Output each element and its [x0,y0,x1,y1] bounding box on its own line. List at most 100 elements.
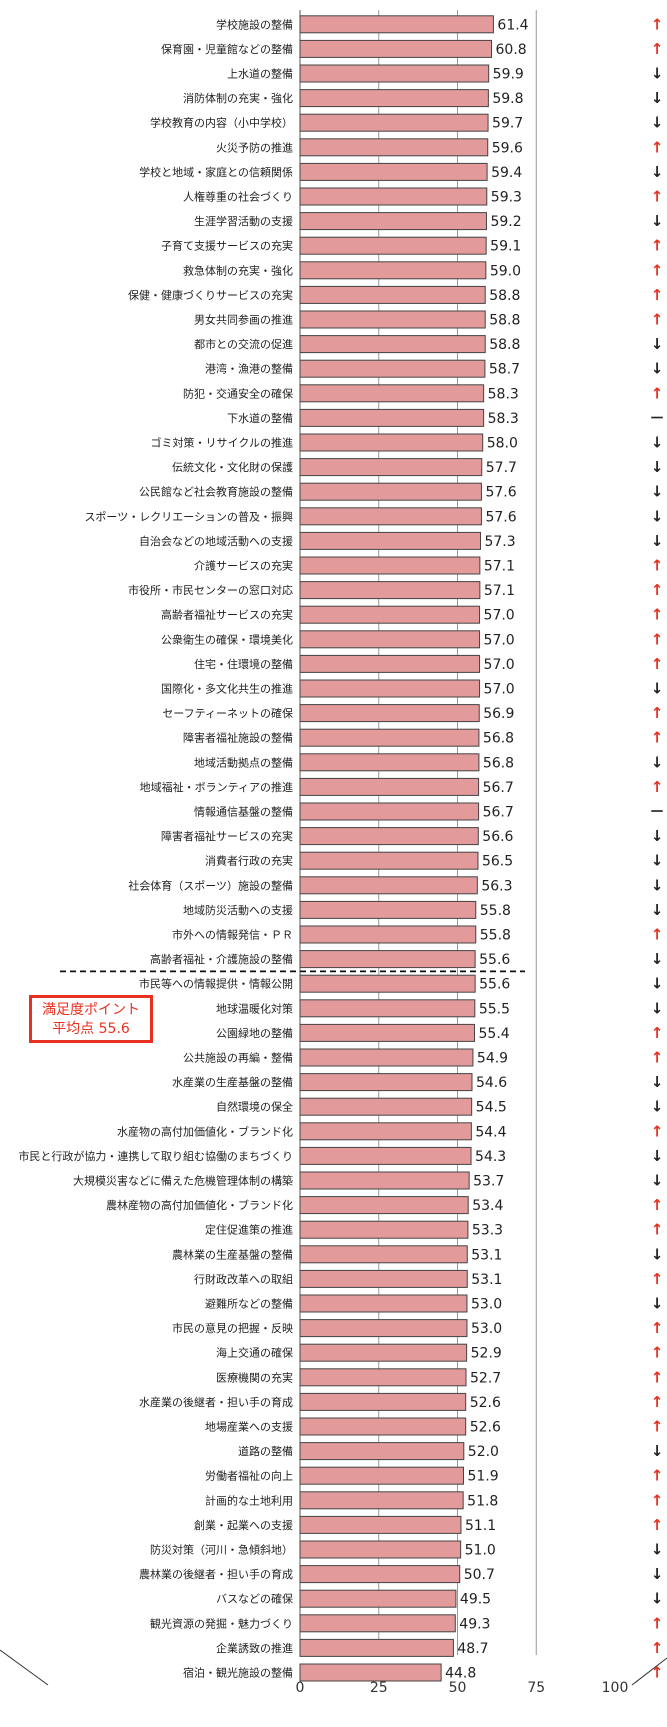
bar [299,1171,470,1190]
bar [299,1466,464,1485]
value-label: 59.0 [490,263,521,279]
trend-indicator: ↑ [651,261,664,279]
category-label: 宿泊・観光施設の整備 [183,1666,293,1680]
trend-indicator: ↓ [651,975,664,993]
trend-indicator: ↑ [651,557,664,575]
value-label: 56.5 [482,854,513,870]
value-label: 52.7 [470,1370,501,1386]
value-label: 54.5 [476,1100,507,1116]
value-label: 56.8 [483,731,514,747]
trend-indicator: ↓ [651,163,664,181]
trend-indicator: ↓ [651,999,664,1017]
trend-indicator: ↑ [651,1024,664,1042]
bar [299,679,481,698]
value-label: 52.6 [470,1420,501,1436]
category-label: 市外への情報発信・ＰＲ [172,928,293,942]
category-label: ゴミ対策・リサイクルの推進 [151,436,293,450]
x-tick-label: 75 [527,1680,545,1696]
trend-indicator: ↑ [651,1368,664,1386]
value-label: 53.0 [471,1297,502,1313]
category-label: 生涯学習活動の支援 [194,214,293,228]
bar [299,777,480,796]
value-label: 56.8 [483,755,514,771]
trend-indicator: ↓ [651,507,664,525]
category-label: 火災予防の推進 [216,140,293,154]
value-label: 44.8 [445,1666,476,1682]
trend-indicator: ↓ [651,458,664,476]
value-label: 54.6 [476,1075,507,1091]
value-label: 49.5 [460,1592,491,1608]
bar [299,1392,467,1411]
category-label: 障害者福祉サービスの充実 [161,829,293,843]
trend-indicator: ↓ [651,1172,664,1190]
average-annotation-line1: 満足度ポイント [42,1002,140,1018]
value-label: 58.7 [489,362,520,378]
category-label: 国際化・多文化共生の推進 [161,682,293,696]
category-label: 人権尊重の社会づくり [183,190,293,204]
bar [299,261,487,280]
category-label: 水産業の後継者・担い手の育成 [139,1395,293,1409]
trend-indicator: ↓ [651,827,664,845]
bar [299,1023,476,1042]
category-label: 介護サービスの充実 [194,559,293,573]
trend-indicator: ↑ [651,1221,664,1239]
trend-indicator: ↑ [651,188,664,206]
category-label: 都市との交流の促進 [194,337,293,351]
bar [299,1319,468,1338]
trend-indicator: ↓ [651,901,664,919]
category-label: 地域福祉・ボランティアの推進 [140,780,293,794]
category-label: 地域活動拠点の整備 [194,755,293,769]
value-label: 59.1 [490,239,521,255]
bar [299,1073,473,1092]
trend-indicator: ↓ [651,753,664,771]
category-label: 社会体育（スポーツ）施設の整備 [128,878,293,892]
trend-indicator: ↓ [651,876,664,894]
trend-indicator: ↑ [651,1418,664,1436]
bar [299,1368,467,1387]
average-annotation-box: 満足度ポイント 平均点 55.6 [29,995,153,1043]
category-label: 市民の意見の把握・反映 [172,1321,293,1335]
category-label: セーフティーネットの確保 [162,706,293,720]
value-label: 51.9 [467,1469,498,1485]
bar [299,1097,473,1116]
trend-indicator: ↑ [651,286,664,304]
value-label: 53.4 [472,1198,503,1214]
category-label: 農林業の後継者・担い手の育成 [139,1567,293,1581]
trend-indicator: ↑ [651,630,664,648]
value-label: 55.8 [480,928,511,944]
bar [299,212,487,231]
bar [299,531,481,550]
category-label: 消防体制の充実・強化 [183,91,293,105]
category-label: 障害者福祉施設の整備 [183,731,293,745]
value-label: 58.0 [487,436,518,452]
value-label: 59.2 [490,214,521,230]
trend-indicator: ↓ [651,532,664,550]
trend-indicator: ↑ [651,1393,664,1411]
trend-indicator: ↓ [651,1098,664,1116]
bar [299,1515,462,1534]
trend-indicator: ↑ [651,311,664,329]
trend-indicator: ↓ [651,212,664,230]
trend-indicator: ↑ [651,926,664,944]
value-label: 57.0 [484,632,515,648]
trend-indicator: ↓ [651,360,664,378]
trend-indicator: ↓ [651,1147,664,1165]
value-label: 51.1 [465,1518,496,1534]
trend-indicator: ↓ [651,950,664,968]
category-label: 防犯・交通安全の確保 [183,386,293,400]
category-label: 下水道の整備 [227,411,293,425]
value-label: 59.8 [492,91,523,107]
bar [299,1491,464,1510]
trend-indicator: ↓ [651,852,664,870]
value-label: 57.7 [486,460,517,476]
bar [299,827,479,846]
decorative-corner-line [631,1657,667,1686]
bar [299,458,483,477]
bar [299,925,477,944]
category-label: スポーツ・レクリエーションの普及・振興 [84,509,293,523]
value-label: 53.3 [472,1223,503,1239]
x-tick-label: 50 [449,1680,467,1696]
value-label: 59.9 [493,67,524,83]
trend-indicator: ↑ [651,138,664,156]
bar [299,1417,467,1436]
